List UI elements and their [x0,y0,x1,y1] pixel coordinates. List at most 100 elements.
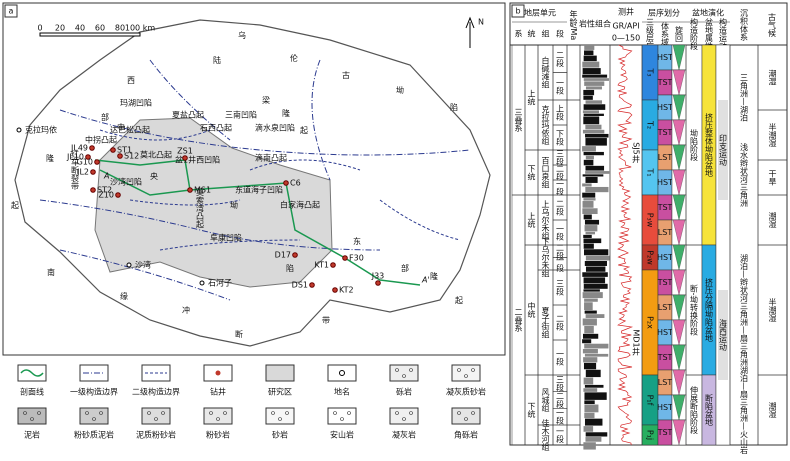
tract-label: TST [657,128,673,137]
header: 统 [528,29,536,39]
place-label: 克拉玛依 [25,125,57,135]
member-label: 一段 [556,225,565,242]
cycle-triangle [672,119,686,146]
legend-icon [278,417,282,421]
legend-label: 二级构造边界 [132,387,180,397]
well-label: DS1 [292,281,308,290]
legend-swatch [265,407,295,425]
tract-label: LST [658,378,673,387]
lithology-bed [583,377,594,385]
place-label: 中拐凸起 [85,135,117,145]
region-label: 东部隆起 [353,236,463,305]
lithology-bed [583,159,594,166]
stage-label: 伸展断陷阶段 [690,385,699,435]
place-label: 滴南凸起 [255,153,287,163]
scale-label: 0 [37,24,42,33]
member-label: 二段 [556,165,565,182]
lithology-bed [583,198,596,201]
lithology-bed [584,418,603,426]
lithology-bed [585,155,594,160]
formation-label: 上乌尔禾组 [541,200,550,240]
town-marker [199,280,205,286]
basin-label: 挤压分隔坳陷盆地 [705,277,714,342]
well-label: JL49 [70,144,88,153]
climate-label: 半潮湿 [768,122,777,148]
place-label: 滴水泉凹陷 [255,123,295,133]
lithology-bed [583,426,594,432]
well-label: D17 [275,251,291,260]
section-label: A' [421,276,430,285]
cycle-triangle [672,244,686,271]
formation-label: 夏子街组 [541,307,550,339]
tract-label: TST [657,428,673,437]
formation-label: 白碱滩组 [541,56,550,89]
legend-icon [92,417,96,421]
north-arrow [465,16,475,48]
header: 体系域 [661,21,670,46]
lithology-bed [583,55,597,62]
well [332,287,338,293]
legend-swatch [265,364,295,382]
well [110,147,116,153]
well-label: KT1 [314,261,329,270]
well [330,262,336,268]
legend-icon [223,411,227,415]
lithology-bed [585,186,609,193]
header: 岩性组合 [579,19,611,29]
header: 层序划分 [648,8,680,18]
cycle-triangle [672,344,686,371]
legend-label: 凝灰质砂岩 [446,387,486,397]
sequence-label: T₂ [646,120,655,129]
member-label: 三段 [556,375,565,392]
well-label: J33 [371,272,385,281]
tract-label: TST [657,78,673,87]
lithology-bed [582,208,598,215]
lithology-bed [583,243,594,249]
lithology-bed [582,339,592,344]
lithology-bed [585,138,607,146]
header: 旋回 [675,25,684,43]
member-label: 二段 [556,392,565,409]
well [94,159,100,165]
lithology-bed [585,437,602,442]
region-label: 西部隆起 [11,76,135,210]
lithology-bed [584,353,609,357]
lithology-bed [583,95,593,100]
lithology-bed [583,116,600,125]
legend-label: 角砾岩 [454,430,478,440]
legend-icon [99,411,103,415]
lithology-bed [583,89,595,96]
series-label: 上统 [527,212,536,229]
lithology-bed [584,298,598,302]
legend-label: 粉砂质泥岩 [74,430,114,440]
well-label: G10 [77,158,93,167]
scale-label: 40 [75,24,85,33]
lithology-bed [584,392,607,400]
tract-label: LST [658,303,673,312]
scale-label: 80 [115,24,125,33]
lithology-bed [582,174,604,177]
legend-icon [285,411,289,415]
header: 沉积体系 [740,9,749,41]
well-label: Z10 [98,191,114,200]
movement-bar [718,100,728,200]
legend-swatch [389,407,419,425]
lithology-bed [584,50,594,56]
legend-label: 泥岩 [24,430,40,440]
sedimentary-label: 湖泊—辫状河三角洲—扇三角洲 [740,254,749,366]
well-label: ST1 [117,146,132,155]
legend-icon [147,411,151,415]
lithology-bed [585,165,605,171]
north-label: N [478,18,484,27]
lithology-bed [585,314,605,318]
lithology-bed [583,357,598,363]
boundary-secondary [99,129,461,251]
series-label: 下统 [527,165,536,182]
lithology-bed [582,146,596,152]
well-label: S12 [124,152,139,161]
header: GR/API [612,22,639,31]
scale-bar [39,32,141,37]
header: 地层单元 [524,8,556,18]
study-area [94,117,333,288]
